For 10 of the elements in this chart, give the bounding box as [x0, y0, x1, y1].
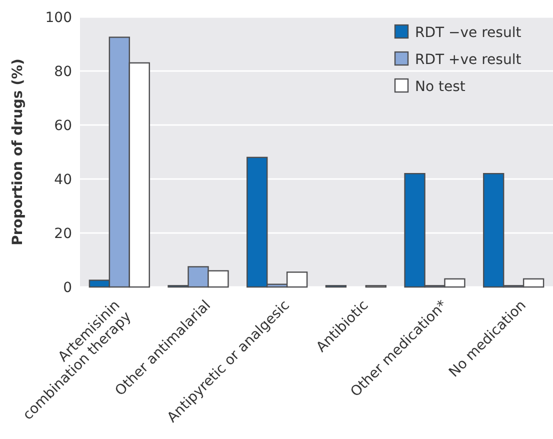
y-tick-label: 0 — [63, 280, 72, 296]
y-tick-label: 20 — [54, 226, 72, 242]
y-axis-title: Proportion of drugs (%) — [10, 58, 26, 246]
y-tick-label: 100 — [45, 10, 72, 26]
y-tick-label: 60 — [54, 118, 72, 134]
y-tick-label: 40 — [54, 172, 72, 188]
legend-label: RDT +ve result — [415, 52, 522, 68]
legend-label: RDT −ve result — [415, 24, 522, 41]
y-tick-label: 80 — [54, 64, 72, 80]
legend-label: No test — [415, 78, 466, 95]
